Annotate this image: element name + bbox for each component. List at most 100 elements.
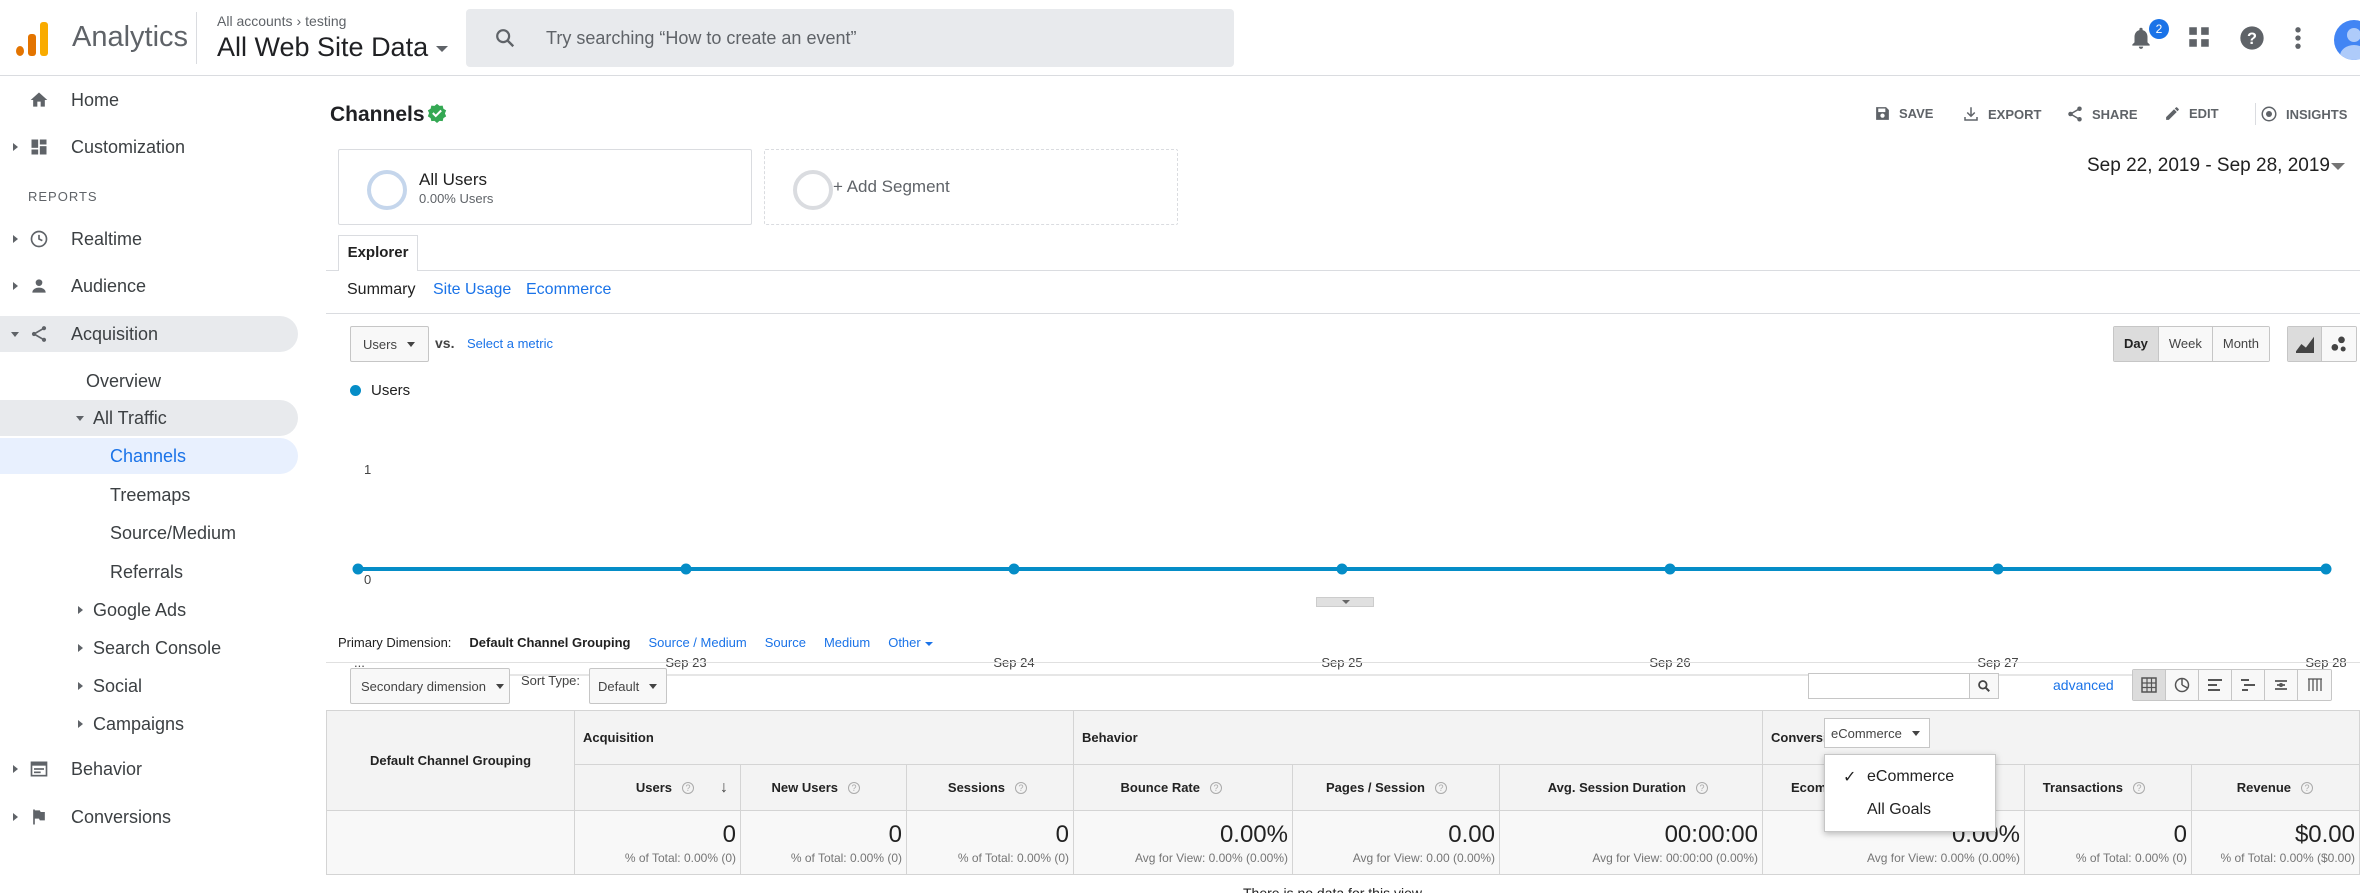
data-point[interactable]	[1664, 563, 1676, 575]
sidebar-item-google-ads[interactable]: Google Ads	[0, 592, 310, 628]
dimension-other[interactable]: Other	[888, 635, 933, 650]
sort-type-select[interactable]: Default	[589, 668, 667, 704]
sort-desc-icon: ↓	[720, 778, 728, 796]
sidebar-item-treemaps[interactable]: Treemaps	[0, 477, 310, 513]
sidebar-item-audience[interactable]: Audience	[0, 268, 310, 304]
col-pages-per-session[interactable]: Pages / Session?	[1293, 765, 1500, 811]
data-point[interactable]	[680, 563, 692, 575]
help-icon[interactable]: ?	[682, 781, 694, 794]
search-input[interactable]	[546, 23, 1206, 53]
performance-view-icon[interactable]	[2199, 670, 2232, 700]
help-icon[interactable]: ?	[1015, 781, 1027, 794]
granularity-week[interactable]: Week	[2158, 327, 2213, 361]
help-icon[interactable]: ?	[1210, 781, 1222, 794]
data-table-view-icon[interactable]	[2133, 670, 2166, 700]
caret-down-icon[interactable]	[2331, 163, 2345, 170]
sidebar-item-referrals[interactable]: Referrals	[0, 554, 310, 590]
line-chart-icon[interactable]	[2288, 327, 2322, 361]
breadcrumb-account[interactable]: All accounts	[217, 13, 293, 29]
chart-resize-handle[interactable]	[1316, 597, 1374, 607]
dimension-default-channel-grouping[interactable]: Default Channel Grouping	[469, 635, 631, 650]
expand-arrow-icon	[78, 682, 83, 690]
col-revenue[interactable]: Revenue?	[2192, 765, 2360, 811]
col-users[interactable]: Users? ↓	[575, 765, 741, 811]
avatar[interactable]	[2334, 20, 2360, 60]
metric-select[interactable]: Users	[350, 326, 429, 362]
sidebar-item-customization[interactable]: Customization	[0, 129, 310, 165]
more-vert-icon[interactable]	[2293, 24, 2303, 52]
dimension-medium[interactable]: Medium	[823, 635, 871, 650]
sidebar-item-home[interactable]: Home	[0, 82, 310, 118]
col-new-users[interactable]: New Users?	[741, 765, 907, 811]
motion-chart-icon[interactable]	[2322, 327, 2356, 361]
dropdown-item-all-goals[interactable]: All Goals	[1825, 794, 1995, 824]
pivot-view-icon[interactable]	[2298, 670, 2331, 700]
table-filter-input[interactable]	[1808, 673, 1970, 699]
sidebar-item-campaigns[interactable]: Campaigns	[0, 706, 310, 742]
sidebar-item-conversions[interactable]: Conversions	[0, 799, 310, 835]
subtab-summary[interactable]: Summary	[347, 281, 416, 298]
add-segment-button[interactable]: + Add Segment	[764, 149, 1178, 225]
apps-grid-icon[interactable]	[2186, 24, 2212, 50]
granularity-month[interactable]: Month	[2212, 327, 2269, 361]
subtab-ecommerce[interactable]: Ecommerce	[526, 281, 612, 298]
help-icon[interactable]: ?	[848, 781, 860, 794]
segment-all-users[interactable]: All Users 0.00% Users	[338, 149, 752, 225]
sidebar-item-source-medium[interactable]: Source/Medium	[0, 515, 310, 551]
chart-legend[interactable]: Users	[350, 382, 410, 399]
dropdown-item-ecommerce[interactable]: ✓ eCommerce	[1825, 761, 1995, 791]
data-point[interactable]	[1008, 563, 1020, 575]
sidebar-item-realtime[interactable]: Realtime	[0, 221, 310, 257]
term-cloud-view-icon[interactable]	[2265, 670, 2298, 700]
sidebar-item-overview[interactable]: Overview	[0, 363, 310, 399]
table-search-button[interactable]	[1969, 673, 1999, 699]
select-metric-link[interactable]: Select a metric	[467, 336, 553, 351]
col-sessions[interactable]: Sessions?	[907, 765, 1074, 811]
col-transactions[interactable]: Transactions?	[2025, 765, 2192, 811]
help-icon[interactable]: ?	[1696, 781, 1708, 794]
dimension-source-medium[interactable]: Source / Medium	[648, 635, 747, 650]
data-point[interactable]	[2320, 563, 2332, 575]
data-point[interactable]	[352, 563, 364, 575]
help-icon[interactable]: ?	[1435, 781, 1447, 794]
search-bar[interactable]	[466, 9, 1234, 67]
subtab-site-usage[interactable]: Site Usage	[433, 281, 512, 298]
sidebar-item-channels[interactable]: Channels	[0, 438, 298, 474]
insights-button[interactable]: INSIGHTS	[2260, 105, 2347, 123]
share-button[interactable]: SHARE	[2066, 105, 2138, 123]
date-range-picker[interactable]: Sep 22, 2019 - Sep 28, 2019	[2087, 155, 2330, 176]
sidebar-item-acquisition[interactable]: Acquisition	[0, 316, 298, 352]
comparison-view-icon[interactable]	[2232, 670, 2265, 700]
sidebar-item-search-console[interactable]: Search Console	[0, 630, 310, 666]
analytics-logo-icon[interactable]	[16, 20, 50, 56]
col-avg-session-duration[interactable]: Avg. Session Duration?	[1500, 765, 1763, 811]
pie-view-icon[interactable]	[2166, 670, 2199, 700]
sidebar-item-behavior[interactable]: Behavior	[0, 751, 310, 787]
col-bounce-rate[interactable]: Bounce Rate?	[1074, 765, 1293, 811]
data-point[interactable]	[1336, 563, 1348, 575]
edit-button[interactable]: EDIT	[2164, 105, 2219, 122]
dimension-header[interactable]: Default Channel Grouping	[326, 710, 575, 811]
bell-icon[interactable]	[2128, 24, 2154, 52]
advanced-filter-link[interactable]: advanced	[2053, 677, 2114, 693]
export-button[interactable]: EXPORT	[1962, 105, 2041, 123]
tab-explorer[interactable]: Explorer	[338, 235, 418, 271]
breadcrumb[interactable]: All accounts › testing	[217, 13, 346, 29]
save-button[interactable]: SAVE	[1874, 105, 1933, 122]
data-point[interactable]	[1992, 563, 2004, 575]
help-icon[interactable]: ?	[2238, 24, 2266, 52]
conversions-select[interactable]: eCommerce	[1824, 718, 1930, 748]
primary-dimension-bar: Primary Dimension: Default Channel Group…	[338, 635, 933, 650]
sidebar-item-all-traffic[interactable]: All Traffic	[0, 400, 298, 436]
sort-type-value: Default	[598, 678, 640, 694]
view-selector[interactable]: All Web Site Data	[217, 32, 449, 63]
expand-arrow-icon	[78, 606, 83, 614]
help-icon[interactable]: ?	[2133, 781, 2145, 794]
sidebar-item-label: Customization	[71, 136, 186, 157]
secondary-dimension-select[interactable]: Secondary dimension	[350, 668, 510, 704]
granularity-day[interactable]: Day	[2114, 327, 2159, 361]
breadcrumb-property[interactable]: testing	[305, 13, 347, 29]
sidebar-item-social[interactable]: Social	[0, 668, 310, 704]
help-icon[interactable]: ?	[2301, 781, 2313, 794]
dimension-source[interactable]: Source	[764, 635, 806, 650]
